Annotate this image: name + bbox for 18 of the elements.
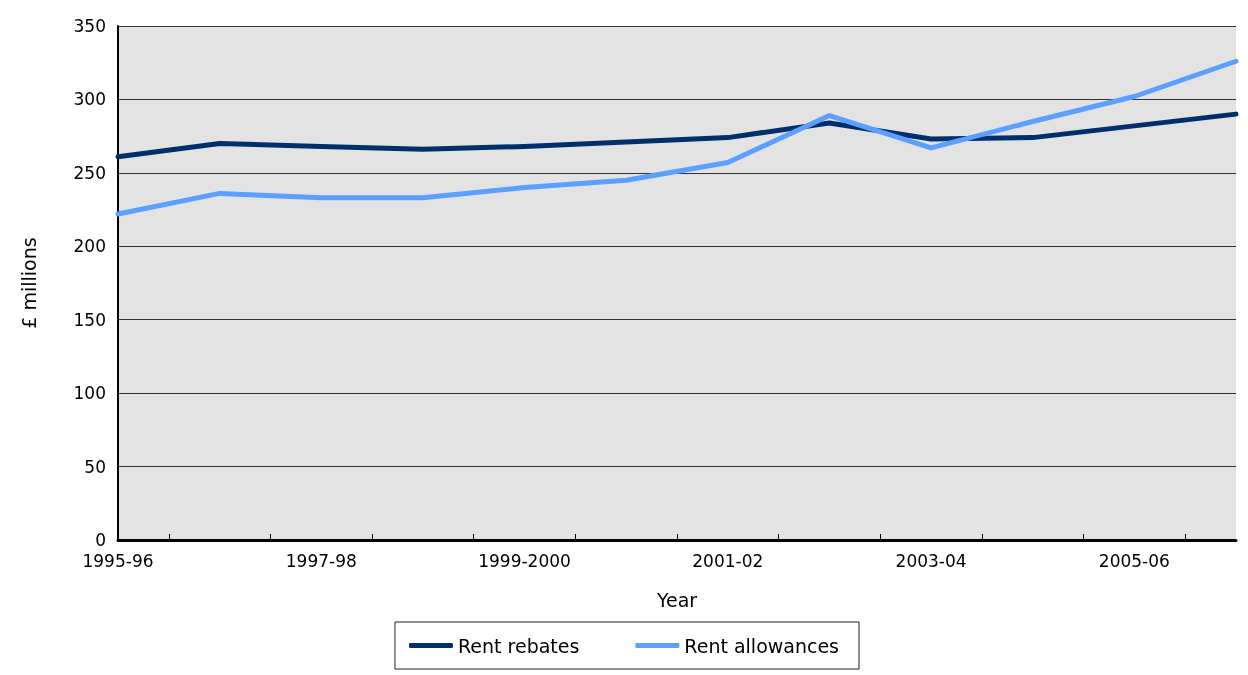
- y-tick-label: 300: [73, 89, 106, 110]
- y-tick-label: 50: [84, 456, 106, 477]
- y-axis-title: £ millions: [17, 237, 40, 329]
- y-tick-label: 250: [73, 162, 106, 183]
- x-tick-label: 1997-98: [285, 550, 357, 571]
- y-tick-label: 0: [95, 530, 106, 550]
- y-tick-label: 200: [73, 236, 106, 257]
- x-tick-label: 1999-2000: [478, 550, 571, 571]
- x-tick-label: 2003-04: [895, 550, 967, 571]
- legend-label: Rent rebates: [457, 634, 580, 657]
- y-tick-label: 100: [73, 383, 106, 404]
- x-tick-label: 1995-96: [82, 550, 154, 571]
- x-tick-label: 2001-02: [692, 550, 764, 571]
- y-tick-label: 350: [73, 16, 106, 36]
- legend-label: Rent allowances: [684, 634, 840, 657]
- x-tick-label: 2005-06: [1098, 550, 1170, 571]
- x-axis-title: Year: [655, 588, 698, 611]
- y-tick-label: 150: [73, 309, 106, 330]
